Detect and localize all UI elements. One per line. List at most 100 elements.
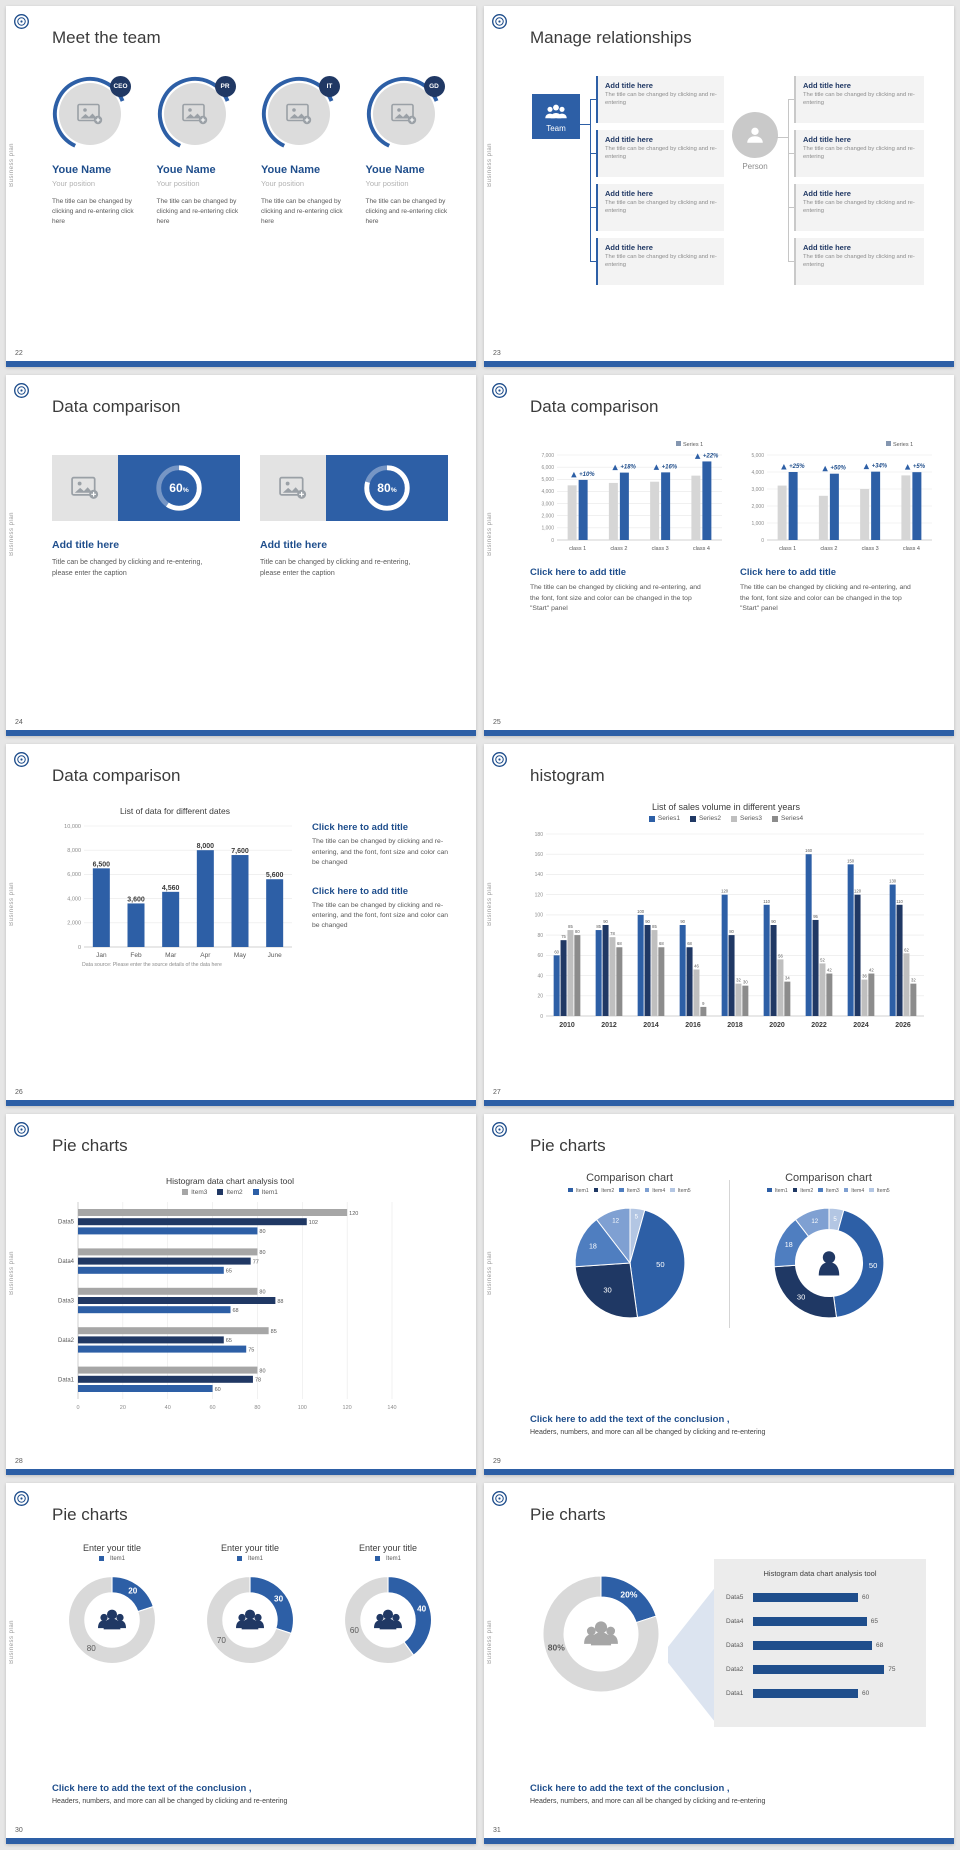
- grouped-bar-chart: 0 1,000 2,000 3,000 4,000 5,000 class 1 +25% cla…: [751, 441, 932, 552]
- sidebar-vertical-text: Business plan: [487, 1620, 493, 1664]
- slide-30-pie-charts[interactable]: Pie charts Business plan 30 Enter your tit…: [6, 1482, 476, 1844]
- legend-swatch: [217, 1188, 224, 1195]
- connector-line: [590, 261, 596, 262]
- team-member-card: PR Youe Name Your position The title can be…: [157, 76, 250, 227]
- svg-text:140: 140: [535, 873, 544, 879]
- block-title: Add title here: [260, 539, 328, 552]
- slide-number: 26: [15, 1088, 23, 1096]
- legend-item: Item2: [792, 1188, 813, 1194]
- person-avatar: [732, 112, 778, 158]
- legend-item: Item3: [182, 1189, 207, 1196]
- accent-bar: [6, 1099, 476, 1106]
- slide-title: Pie charts: [52, 1135, 128, 1155]
- team-member-card: GD Youe Name Your position The title can be…: [366, 76, 459, 227]
- bar-row: Data1 60: [726, 1682, 914, 1706]
- svg-text:9: 9: [702, 1001, 705, 1006]
- legend-item: Item4: [843, 1188, 864, 1194]
- legend-swatch: [670, 1187, 675, 1193]
- accent-bar: [484, 361, 954, 368]
- slide-title: Data comparison: [530, 397, 659, 417]
- slide-26-data-comparison[interactable]: Data comparison Business plan 26 List of d…: [6, 744, 476, 1106]
- donut-chart: 40 60: [344, 1575, 432, 1664]
- svg-text:80: 80: [254, 1405, 260, 1411]
- avatar-image-placeholder: [163, 83, 226, 145]
- legend-swatch: [689, 815, 696, 822]
- svg-text:60: 60: [350, 1626, 360, 1635]
- svg-text:34: 34: [785, 976, 790, 981]
- slide-25-data-comparison[interactable]: Data comparison Business plan 25 0 1,000 2,0…: [484, 375, 954, 737]
- svg-text:140: 140: [387, 1405, 396, 1411]
- legend-item: Series3: [731, 815, 762, 822]
- image-placeholder-icon: [390, 103, 416, 125]
- slide-24-data-comparison[interactable]: Data comparison Business plan 24 60% Add …: [6, 375, 476, 737]
- comparison-panels: Comparison chart Item1 Item2 Item3 Item4 Item…: [530, 1172, 928, 1326]
- svg-text:2024: 2024: [853, 1022, 869, 1029]
- slide-23-manage-relationships[interactable]: Manage relationships Business plan 23 Team…: [484, 6, 954, 368]
- svg-text:77: 77: [253, 1259, 259, 1265]
- chart-block: Histogram data chart analysis tool Item3 I…: [52, 1176, 408, 1412]
- person-block: Person: [728, 112, 782, 171]
- svg-text:180: 180: [535, 832, 544, 838]
- slide-22-meet-the-team[interactable]: Meet the team Business plan 22 CEO Youe Na…: [6, 6, 476, 368]
- team-label: Team: [546, 123, 566, 133]
- panel-legend: Item1 Item2 Item3 Item4 Item5: [530, 1188, 729, 1194]
- svg-text:68: 68: [233, 1308, 239, 1314]
- bar-value: 65: [870, 1618, 879, 1626]
- box-title: Add title here: [803, 243, 851, 252]
- svg-text:2,000: 2,000: [541, 514, 554, 520]
- svg-text:60: 60: [537, 954, 543, 960]
- svg-text:90: 90: [603, 919, 608, 924]
- member-position: Your position: [365, 179, 409, 188]
- bar-row: Data3 68: [726, 1634, 914, 1658]
- sidebar-vertical-text: Business plan: [9, 512, 15, 557]
- image-placeholder-icon: [279, 477, 307, 500]
- svg-text:20: 20: [128, 1586, 138, 1595]
- svg-text:June: June: [268, 952, 282, 959]
- svg-text:4,000: 4,000: [751, 470, 764, 476]
- svg-text:Feb: Feb: [130, 952, 142, 959]
- right-boxes-column: Add title here The title can be changed b…: [794, 76, 924, 285]
- chart-title: Histogram data chart analysis tool: [165, 1175, 295, 1186]
- chart-title: List of data for different dates: [120, 806, 230, 817]
- svg-text:class 1: class 1: [779, 546, 796, 552]
- member-description: The title can be changed by clicking and…: [156, 198, 239, 226]
- sidebar-vertical-text: Business plan: [9, 1620, 15, 1664]
- svg-text:120: 120: [535, 893, 544, 899]
- svg-text:1,000: 1,000: [751, 521, 764, 527]
- avatar: GD: [366, 76, 445, 152]
- pie-chart: 5 50 30 18 12: [574, 1207, 685, 1318]
- slide-number: 30: [15, 1827, 23, 1834]
- connector-line: [788, 207, 794, 208]
- svg-text:Data1: Data1: [58, 1377, 75, 1383]
- svg-text:5,600: 5,600: [266, 873, 284, 880]
- svg-text:65: 65: [226, 1268, 232, 1274]
- logo-icon: [491, 1490, 508, 1507]
- slide-31-pie-charts[interactable]: Pie charts Business plan 31 20% 80% Histogra…: [484, 1482, 954, 1844]
- bar-value: 68: [876, 1642, 884, 1650]
- slide-28-pie-charts[interactable]: Pie charts Business plan 28 Histogram data…: [6, 1113, 476, 1475]
- svg-text:+18%: +18%: [620, 465, 636, 471]
- svg-text:56: 56: [778, 954, 783, 959]
- relationship-box: Add title here The title can be changed b…: [596, 238, 724, 285]
- svg-text:20: 20: [120, 1405, 126, 1411]
- team-member-card: CEO Youe Name Your position The title can b…: [52, 76, 145, 227]
- legend-item: Item1: [252, 1188, 278, 1196]
- svg-text:class 2: class 2: [820, 546, 837, 552]
- slide-27-histogram[interactable]: histogram Business plan 27 List of sales v…: [484, 744, 954, 1106]
- svg-text:2014: 2014: [643, 1022, 659, 1029]
- svg-text:160: 160: [805, 849, 813, 854]
- avatar: CEO: [52, 76, 131, 152]
- bar: [753, 1641, 872, 1651]
- image-placeholder: [260, 455, 326, 522]
- svg-text:42: 42: [869, 968, 874, 973]
- connector-line: [590, 99, 596, 100]
- legend-swatch: [252, 1188, 259, 1195]
- sidebar-vertical-text: Business plan: [487, 143, 493, 188]
- svg-text:12: 12: [811, 1218, 818, 1225]
- svg-text:class 2: class 2: [610, 546, 627, 552]
- data-source-note: Data source: Please enter the source det…: [82, 962, 222, 969]
- relationship-box: Add title here The title can be changed b…: [794, 238, 924, 285]
- svg-text:78: 78: [255, 1377, 261, 1383]
- box-title: Add title here: [803, 189, 851, 198]
- slide-29-pie-charts[interactable]: Pie charts Business plan 29 Comparison cha…: [484, 1113, 954, 1475]
